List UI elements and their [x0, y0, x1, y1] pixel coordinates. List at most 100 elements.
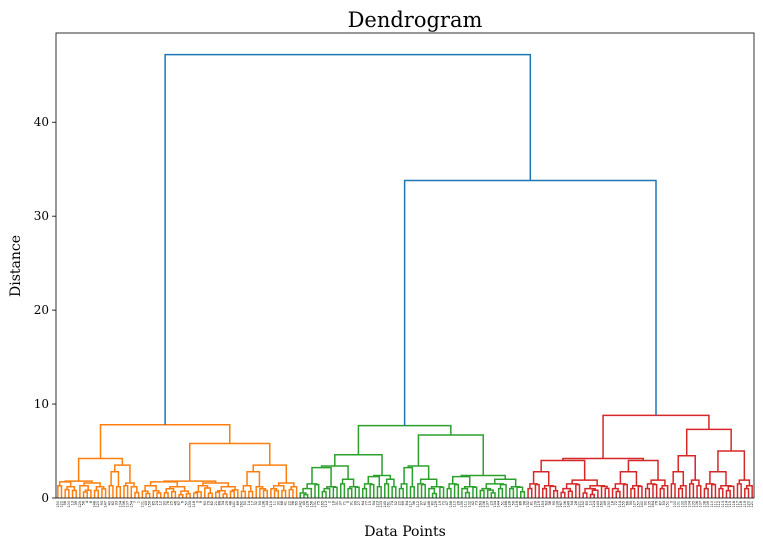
- leaf-label: 122: [60, 501, 64, 507]
- top-merge-link: [403, 179, 657, 426]
- dendrogram-link: [93, 489, 99, 498]
- dendrogram-link: [188, 442, 271, 482]
- dendrogram-link: [332, 486, 338, 498]
- dendrogram-link: [384, 483, 390, 498]
- dendrogram-link: [246, 470, 261, 487]
- leaf-label: 163: [478, 501, 482, 507]
- leaf-label: 62: [111, 501, 115, 505]
- leaf-label: 63: [544, 501, 548, 505]
- dendrogram-link: [144, 485, 157, 492]
- leaf-label: 69: [401, 501, 405, 505]
- leaf-label: 102: [680, 501, 684, 507]
- dendrogram-link: [553, 490, 559, 498]
- leaf-label: 31: [335, 501, 339, 505]
- leaf-label: 94: [372, 501, 376, 505]
- leaf-label: 127: [633, 501, 637, 507]
- leaf-label: 41: [284, 501, 288, 505]
- leaf-label: 123: [375, 501, 379, 507]
- dendrogram-link: [323, 487, 331, 498]
- leaf-label: 120: [746, 501, 750, 507]
- leaf-label: 84: [405, 501, 409, 505]
- leaf-label: 111: [713, 501, 717, 507]
- dendrogram-link: [672, 470, 685, 486]
- y-axis-ticks: 0 10 20 30 40: [34, 115, 56, 505]
- y-axis-label: Distance: [8, 235, 24, 297]
- dendrogram-link: [727, 485, 735, 498]
- leaf-labels: 150 122 58 100 13 39 125 56 4 8 148 120 93 147 40 62 33 1…: [56, 501, 754, 507]
- leaf-label: 83: [585, 501, 589, 505]
- y-tick-label: 30: [34, 209, 49, 223]
- leaf-label: 118: [192, 501, 196, 507]
- dendrogram-link: [222, 493, 228, 498]
- leaf-label: 134: [493, 501, 497, 507]
- dendrogram-link: [690, 479, 700, 486]
- x-axis-label: Data Points: [364, 524, 446, 540]
- dendrogram-link: [64, 480, 93, 483]
- leaf-label: 155: [622, 501, 626, 507]
- dendrogram-link: [464, 491, 471, 498]
- leaf-label: 110: [453, 501, 457, 507]
- dendrogram-link: [362, 487, 368, 498]
- leaf-label: 68: [280, 501, 284, 505]
- y-tick-label: 0: [41, 491, 49, 505]
- leaf-label: 104: [688, 501, 692, 507]
- y-tick-label: 40: [34, 115, 49, 129]
- leaf-label: 92: [644, 501, 648, 505]
- dendrogram-link: [311, 466, 332, 487]
- leaf-label: 150: [56, 501, 60, 507]
- leaf-label: 97: [420, 501, 424, 505]
- leaf-label: 58: [63, 501, 67, 505]
- leaf-label: 106: [695, 501, 699, 507]
- leaf-label: 106: [563, 501, 567, 507]
- leaf-label: 28: [574, 501, 578, 505]
- y-tick-label: 20: [34, 303, 49, 317]
- dendrogram-link: [602, 414, 710, 459]
- leaf-label: 115: [728, 501, 732, 507]
- leaf-label: 82: [210, 501, 214, 505]
- leaf-label: 21: [214, 501, 218, 505]
- leaf-label: 23: [489, 501, 493, 505]
- leaf-label: 48: [229, 501, 233, 505]
- leaf-label: 101: [677, 501, 681, 507]
- leaf-label: 95: [552, 501, 556, 505]
- dendrogram-link: [398, 487, 404, 498]
- leaf-label: 107: [699, 501, 703, 507]
- leaf-label: 18: [611, 501, 615, 505]
- leaf-label: 113: [324, 501, 328, 507]
- leaf-label: 118: [739, 501, 743, 507]
- leaf-label: 141: [232, 501, 236, 507]
- dendrogram-link: [114, 464, 131, 483]
- dendrogram-link: [178, 493, 184, 498]
- leaf-label: 74: [390, 501, 394, 505]
- leaf-label: 102: [467, 501, 471, 507]
- leaf-label: 34: [221, 501, 225, 505]
- dendrogram-link: [391, 485, 397, 498]
- dendrogram-link: [571, 479, 598, 486]
- dendrogram-link: [452, 475, 471, 487]
- leaf-label: 143: [596, 501, 600, 507]
- leaf-label: 120: [96, 501, 100, 507]
- dendrogram-link: [717, 450, 746, 481]
- leaf-label: 75: [317, 501, 321, 505]
- leaf-label: 33: [115, 501, 119, 505]
- dendrogram-link: [347, 487, 353, 498]
- leaf-label: 165: [320, 501, 324, 507]
- leaf-label: 108: [482, 501, 486, 507]
- dendrogram-link: [400, 483, 408, 498]
- leaf-label: 121: [578, 501, 582, 507]
- leaf-label: 160: [600, 501, 604, 507]
- leaf-label: 128: [508, 501, 512, 507]
- leaf-label: 96: [522, 501, 526, 505]
- dendrogram-link: [490, 492, 496, 498]
- dendrogram-link: [453, 483, 460, 498]
- leaf-label: 55: [258, 501, 262, 505]
- leaf-label: 105: [647, 501, 651, 507]
- leaf-label: 85: [151, 501, 155, 505]
- chart-title: Dendrogram: [348, 8, 483, 32]
- dendrogram-link: [369, 483, 375, 498]
- leaf-label: 99: [353, 501, 357, 505]
- leaf-label: 6: [181, 501, 185, 503]
- leaf-label: 27: [357, 501, 361, 505]
- dendrogram-link: [163, 492, 169, 498]
